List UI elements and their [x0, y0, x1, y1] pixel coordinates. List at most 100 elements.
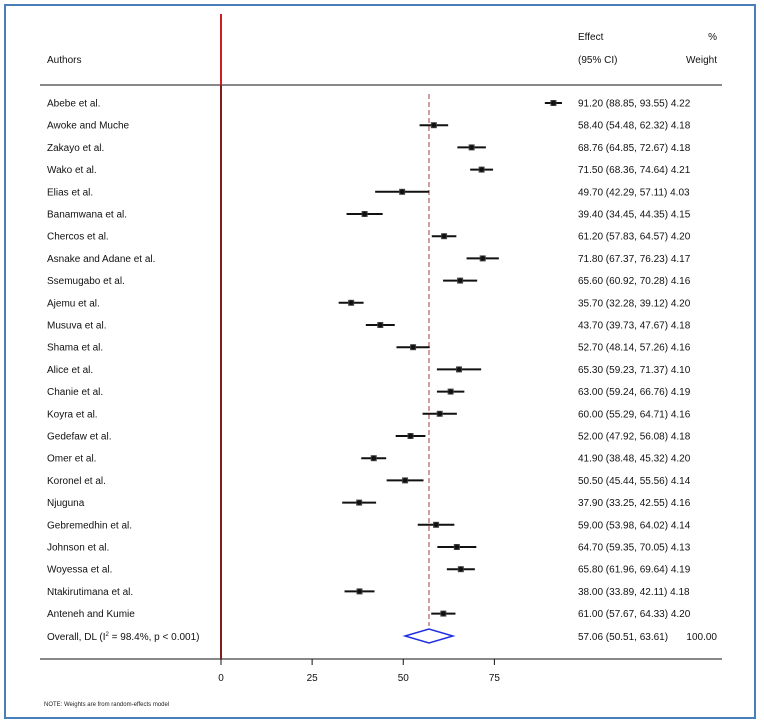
- point-estimate: [431, 122, 437, 128]
- point-estimate: [479, 167, 485, 173]
- study-label: Zakayo et al.: [47, 143, 104, 154]
- study-effect-text: 65.80 (61.96, 69.64) 4.19: [578, 565, 691, 576]
- study-row: Zakayo et al. 68.76 (64.85, 72.67) 4.18: [47, 143, 691, 154]
- point-estimate: [458, 566, 464, 572]
- study-label: Koronel et al.: [47, 476, 106, 487]
- study-label: Elias et al.: [47, 187, 93, 198]
- point-estimate: [362, 211, 368, 217]
- study-label: Njuguna: [47, 498, 85, 509]
- study-effect-text: 65.30 (59.23, 71.37) 4.10: [578, 365, 691, 376]
- point-estimate: [408, 433, 413, 439]
- study-row: Banamwana et al. 39.40 (34.45, 44.35) 4.1…: [47, 210, 691, 221]
- point-estimate: [348, 300, 354, 306]
- point-estimate: [371, 455, 377, 461]
- point-estimate: [399, 189, 405, 195]
- study-row: Koyra et al. 60.00 (55.29, 64.71) 4.16: [47, 409, 691, 420]
- study-row: Asnake and Adane et al. 71.80 (67.37, 76.…: [47, 254, 691, 265]
- study-label: Gebremedhin et al.: [47, 520, 132, 531]
- study-row: Johnson et al. 64.70 (59.35, 70.05) 4.13: [47, 543, 691, 554]
- x-tick-label: 75: [489, 673, 501, 684]
- x-axis-ticks: 0 25 50 75: [218, 659, 500, 684]
- study-label: Ajemu et al.: [47, 298, 100, 309]
- study-row: Gebremedhin et al. 59.00 (53.98, 64.02) 4…: [47, 520, 691, 531]
- study-effect-text: 65.60 (60.92, 70.28) 4.16: [578, 276, 691, 287]
- study-effect-text: 91.20 (88.85, 93.55) 4.22: [578, 99, 691, 110]
- study-row: Chercos et al. 61.20 (57.83, 64.57) 4.20: [47, 232, 691, 243]
- study-label: Omer et al.: [47, 454, 96, 465]
- point-estimate: [480, 256, 486, 261]
- study-label: Ssemugabo et al.: [47, 276, 125, 287]
- point-estimate: [402, 478, 408, 483]
- study-label: Alice et al.: [47, 365, 93, 376]
- study-row: Njuguna 37.90 (33.25, 42.55) 4.16: [47, 498, 691, 509]
- study-label: Chercos et al.: [47, 232, 109, 243]
- study-row: Koronel et al. 50.50 (45.44, 55.56) 4.14: [47, 476, 691, 487]
- point-estimate: [357, 589, 362, 594]
- study-label: Shama et al.: [47, 343, 103, 354]
- study-effect-text: 60.00 (55.29, 64.71) 4.16: [578, 409, 691, 420]
- study-effect-text: 52.00 (47.92, 56.08) 4.18: [578, 432, 691, 443]
- study-label: Abebe et al.: [47, 99, 100, 110]
- study-row: Ntakirutimana et al. 38.00 (33.89, 42.11)…: [47, 587, 690, 598]
- overall-row: Overall, DL (I2 = 98.4%, p < 0.001) 57.0…: [47, 628, 717, 644]
- point-estimate: [469, 145, 475, 150]
- study-row: Wako et al. 71.50 (68.36, 74.64) 4.21: [47, 165, 691, 176]
- study-rows: Abebe et al. 91.20 (88.85, 93.55) 4.22 Awo…: [47, 99, 691, 621]
- study-label: Chanie et al.: [47, 387, 103, 398]
- point-estimate: [454, 544, 460, 550]
- study-label: Gedefaw et al.: [47, 432, 111, 443]
- study-effect-text: 58.40 (54.48, 62.32) 4.18: [578, 121, 691, 132]
- study-effect-text: 43.70 (39.73, 47.67) 4.18: [578, 321, 691, 332]
- study-effect-text: 71.50 (68.36, 74.64) 4.21: [578, 165, 691, 176]
- study-row: Omer et al. 41.90 (38.48, 45.32) 4.20: [47, 454, 691, 465]
- study-row: Elias et al. 49.70 (42.29, 57.11) 4.03: [47, 187, 690, 198]
- study-row: Shama et al. 52.70 (48.14, 57.26) 4.16: [47, 343, 691, 354]
- study-label: Asnake and Adane et al.: [47, 254, 155, 265]
- point-estimate: [440, 611, 446, 616]
- study-label: Banamwana et al.: [47, 210, 127, 221]
- study-effect-text: 38.00 (33.89, 42.11) 4.18: [578, 587, 690, 598]
- study-effect-text: 52.70 (48.14, 57.26) 4.16: [578, 343, 691, 354]
- overall-weight: 100.00: [686, 632, 717, 643]
- study-label: Koyra et al.: [47, 409, 98, 420]
- header-effect: Effect: [578, 32, 604, 43]
- study-effect-text: 39.40 (34.45, 44.35) 4.15: [578, 210, 691, 221]
- chart-frame: [4, 4, 756, 719]
- point-estimate: [551, 100, 556, 106]
- point-estimate: [437, 411, 443, 417]
- point-estimate: [433, 522, 439, 528]
- study-row: Ssemugabo et al. 65.60 (60.92, 70.28) 4.1…: [47, 276, 691, 287]
- study-row: Awoke and Muche 58.40 (54.48, 62.32) 4.18: [47, 121, 691, 132]
- study-effect-text: 64.70 (59.35, 70.05) 4.13: [578, 543, 691, 554]
- study-row: Abebe et al. 91.20 (88.85, 93.55) 4.22: [47, 99, 691, 110]
- x-tick-label: 25: [307, 673, 319, 684]
- study-effect-text: 63.00 (59.24, 66.76) 4.19: [578, 387, 691, 398]
- point-estimate: [377, 322, 383, 328]
- study-effect-text: 41.90 (38.48, 45.32) 4.20: [578, 454, 691, 465]
- overall-label: Overall, DL (I2 = 98.4%, p < 0.001): [47, 632, 200, 643]
- study-effect-text: 61.00 (57.67, 64.33) 4.20: [578, 609, 691, 620]
- study-row: Anteneh and Kumie 61.00 (57.67, 64.33) 4.…: [47, 609, 691, 620]
- header-weight: Weight: [686, 55, 717, 66]
- header-ci: (95% CI): [578, 55, 617, 66]
- study-effect-text: 37.90 (33.25, 42.55) 4.16: [578, 498, 691, 509]
- study-row: Chanie et al. 63.00 (59.24, 66.76) 4.19: [47, 387, 691, 398]
- study-effect-text: 68.76 (64.85, 72.67) 4.18: [578, 143, 691, 154]
- x-tick-label: 0: [218, 673, 224, 684]
- weights-note: NOTE: Weights are from random-effects mo…: [44, 702, 169, 708]
- overall-diamond: [402, 628, 456, 644]
- header-percent: %: [708, 32, 717, 43]
- study-row: Gedefaw et al. 52.00 (47.92, 56.08) 4.18: [47, 432, 691, 443]
- study-effect-text: 49.70 (42.29, 57.11) 4.03: [578, 187, 690, 198]
- study-label: Woyessa et al.: [47, 565, 112, 576]
- study-effect-text: 61.20 (57.83, 64.57) 4.20: [578, 232, 691, 243]
- point-estimate: [456, 367, 462, 372]
- study-row: Alice et al. 65.30 (59.23, 71.37) 4.10: [47, 365, 691, 376]
- study-row: Ajemu et al. 35.70 (32.28, 39.12) 4.20: [47, 298, 691, 309]
- study-label: Musuva et al.: [47, 321, 106, 332]
- study-label: Johnson et al.: [47, 543, 109, 554]
- point-estimate: [410, 344, 416, 350]
- study-row: Woyessa et al. 65.80 (61.96, 69.64) 4.19: [47, 565, 691, 576]
- study-label: Ntakirutimana et al.: [47, 587, 133, 598]
